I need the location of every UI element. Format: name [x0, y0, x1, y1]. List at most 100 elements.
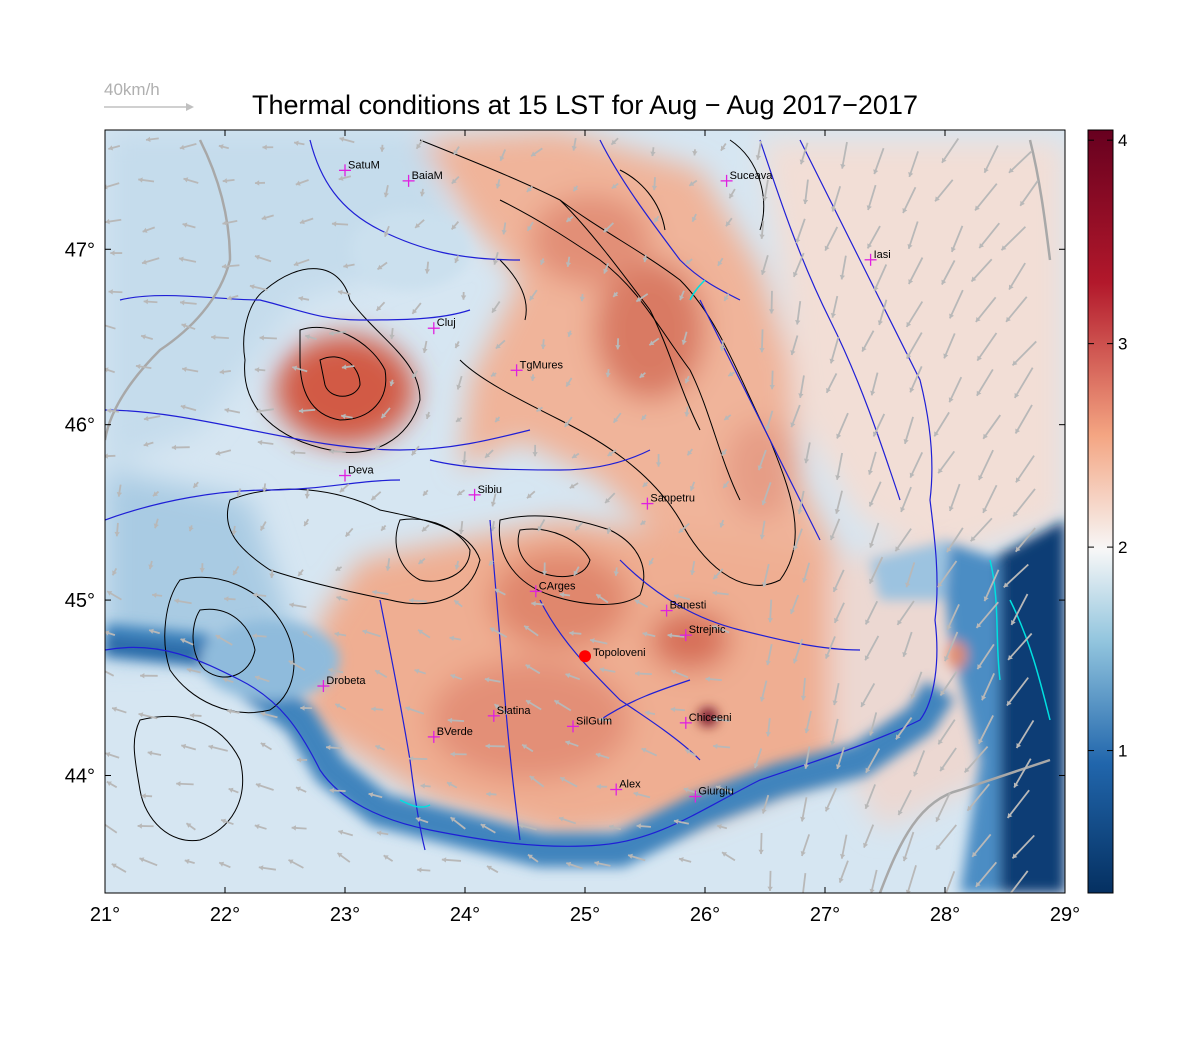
city-label: SatuM — [348, 159, 380, 171]
city-label: Giurgiu — [698, 786, 733, 798]
wind-arrow — [456, 489, 466, 496]
wind-arrow — [221, 263, 240, 270]
wind-arrow — [798, 375, 805, 398]
wind-arrow — [145, 136, 159, 143]
wind-arrow — [824, 226, 839, 252]
wind-arrow — [153, 518, 159, 529]
wind-arrow — [790, 335, 799, 356]
wind-arrow — [340, 413, 353, 420]
wind-arrow — [802, 873, 807, 893]
wind-arrow — [941, 260, 956, 286]
wind-arrow — [565, 740, 579, 747]
wind-arrow — [712, 568, 724, 580]
wind-arrow — [105, 218, 122, 225]
wind-scale-label: 40km/h — [104, 80, 160, 99]
wind-arrow — [289, 602, 307, 609]
wind-arrow — [489, 627, 508, 638]
wind-arrow — [800, 834, 811, 857]
wind-arrow — [484, 677, 501, 683]
wind-arrow — [935, 824, 957, 851]
wind-arrow — [297, 569, 304, 577]
wind-arrow — [255, 782, 274, 791]
wind-arrow — [829, 518, 841, 541]
wind-arrow — [950, 225, 964, 253]
wind-arrow — [793, 528, 803, 551]
wind-arrow — [612, 291, 619, 298]
wind-arrow — [905, 562, 916, 588]
wind-arrow — [692, 149, 698, 156]
wind-arrow — [494, 588, 506, 596]
wind-arrow — [667, 632, 685, 639]
wind-arrow — [633, 791, 651, 799]
city-label: Topoloveni — [593, 647, 646, 659]
wind-arrow — [615, 338, 621, 350]
wind-arrow — [674, 593, 691, 601]
wind-arrow — [678, 857, 692, 863]
city-label: Suceava — [730, 170, 774, 182]
wind-arrow — [138, 712, 158, 720]
wind-arrow — [565, 377, 573, 388]
wind-arrow — [222, 677, 234, 683]
wind-arrow — [254, 180, 266, 186]
wind-arrow — [344, 527, 354, 538]
city-label: Slatina — [497, 705, 532, 717]
wind-arrow — [598, 717, 612, 723]
wind-arrow — [683, 787, 697, 794]
wind-arrow — [655, 453, 662, 467]
wind-arrow — [389, 379, 395, 387]
wind-arrow — [767, 599, 773, 623]
wind-arrow — [684, 375, 690, 384]
wind-arrow — [720, 143, 727, 152]
wind-arrow — [670, 669, 689, 679]
wind-arrow — [261, 483, 268, 493]
wind-arrow — [304, 488, 310, 499]
wind-arrow — [218, 861, 231, 869]
wind-arrow — [138, 177, 155, 183]
wind-arrow — [199, 563, 205, 573]
wind-arrow — [336, 852, 351, 863]
wind-arrow — [905, 865, 917, 893]
wind-arrow — [975, 861, 998, 888]
wind-arrow — [228, 787, 239, 794]
wind-arrow — [1015, 455, 1035, 483]
wind-arrow — [564, 416, 573, 428]
wind-arrow — [571, 452, 580, 459]
wind-arrow — [721, 448, 728, 457]
wind-arrow — [295, 179, 309, 186]
wind-arrow — [300, 705, 313, 711]
wind-arrow — [765, 718, 771, 737]
wind-arrow — [415, 817, 429, 824]
wind-arrow — [865, 748, 881, 774]
wind-arrow — [485, 743, 505, 749]
city-banesti: Banesti — [660, 600, 706, 617]
wind-arrow — [148, 628, 160, 635]
wind-arrow — [792, 639, 803, 664]
wind-arrow — [648, 557, 654, 566]
y-tick-label: 45° — [65, 590, 95, 612]
city-tgmures: TgMures — [510, 359, 563, 377]
wind-arrow — [565, 256, 572, 267]
wind-arrow — [106, 590, 122, 601]
wind-arrow — [180, 404, 197, 412]
wind-arrow — [185, 822, 196, 831]
wind-arrow — [966, 783, 990, 812]
wind-arrow — [304, 334, 317, 341]
wind-scale-arrow — [104, 103, 194, 111]
wind-arrow — [143, 441, 154, 447]
wind-arrow — [480, 823, 496, 834]
wind-arrow — [864, 600, 879, 625]
wind-arrow — [293, 258, 310, 267]
x-axis: 21° 22° 23° 24° 25° 26° 27° 28° 29° — [90, 130, 1080, 926]
wind-arrow — [135, 363, 152, 370]
wind-arrow — [526, 185, 533, 193]
wind-arrow — [450, 751, 467, 757]
wind-arrow — [455, 416, 463, 423]
wind-arrow — [192, 481, 199, 489]
colorbar-tick-label: 2 — [1118, 538, 1127, 557]
wind-arrow — [105, 453, 116, 459]
wind-arrow — [291, 825, 307, 831]
wind-arrow — [329, 448, 346, 455]
wind-arrow — [222, 220, 238, 226]
wind-arrow — [982, 484, 998, 514]
wind-arrow — [1015, 527, 1036, 553]
